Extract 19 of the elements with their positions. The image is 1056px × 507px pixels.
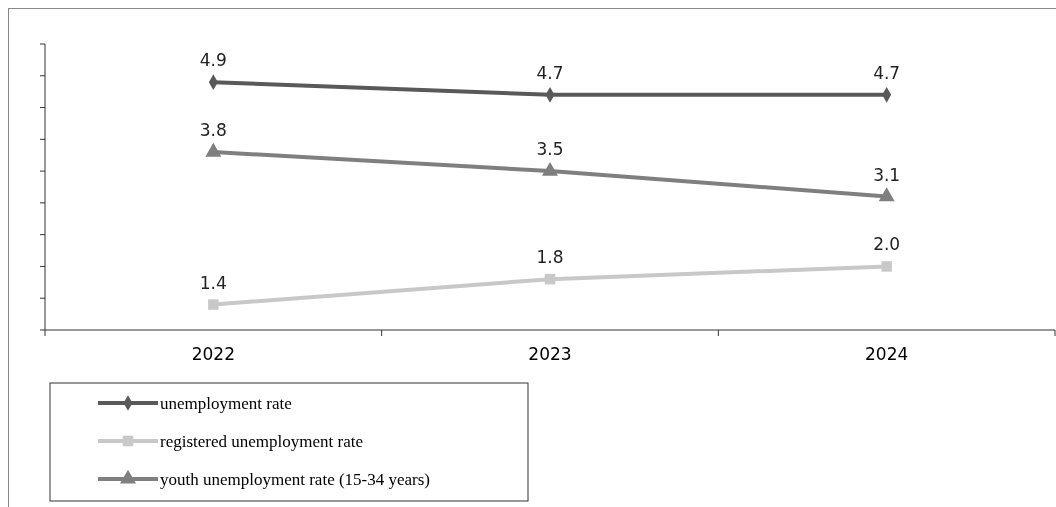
data-label: 1.4 [199, 272, 227, 293]
legend-label: youth unemployment rate (15-34 years) [160, 469, 431, 489]
data-label: 4.9 [199, 50, 227, 71]
data-label: 4.7 [536, 62, 564, 83]
data-label: 3.1 [873, 164, 901, 185]
point [544, 273, 556, 285]
data-label: 2.0 [873, 234, 901, 255]
data-label: 3.5 [536, 139, 564, 160]
legend-label: unemployment rate [160, 393, 292, 413]
legend-label: registered unemployment rate [160, 431, 363, 451]
x-tick-label: 2022 [191, 344, 235, 364]
data-label: 3.8 [199, 120, 227, 141]
data-label: 1.8 [536, 247, 564, 268]
point [878, 187, 895, 202]
x-tick-label: 2024 [865, 344, 909, 364]
point [208, 299, 219, 310]
data-label: 4.7 [873, 62, 901, 83]
x-tick-label: 2023 [528, 344, 572, 364]
point [881, 261, 892, 272]
